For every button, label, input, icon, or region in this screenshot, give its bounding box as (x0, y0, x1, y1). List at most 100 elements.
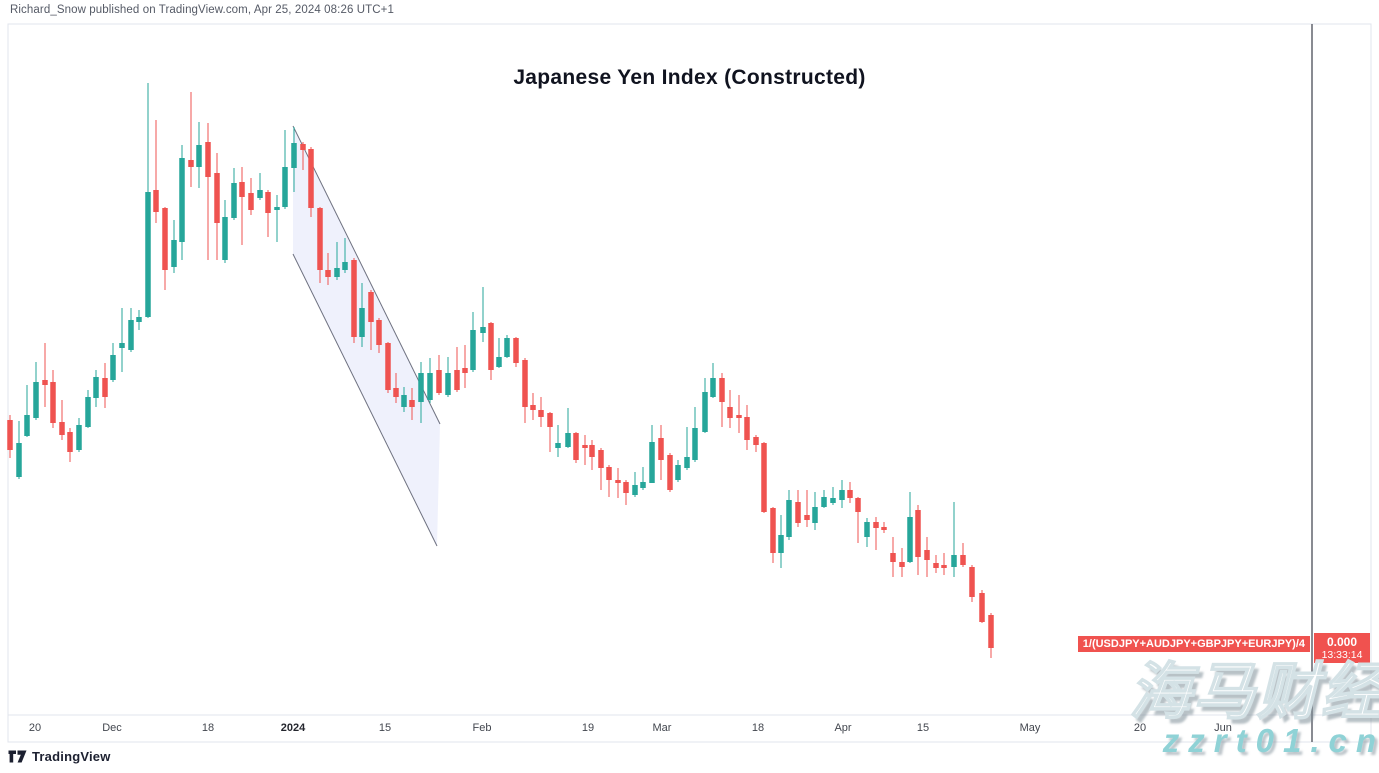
candle-body (24, 415, 30, 436)
candle-body (847, 490, 853, 498)
time-axis-label: Apr (834, 722, 852, 734)
candle-body (16, 443, 22, 477)
candle-body (205, 142, 211, 177)
candle-body (530, 405, 536, 410)
candle-body (753, 437, 759, 445)
time-axis-label: Mar (652, 722, 672, 734)
candle-body (786, 500, 792, 537)
time-axis-label: 15 (378, 722, 392, 734)
candle-body (873, 522, 879, 528)
candle-body (899, 562, 905, 567)
candle-body (231, 183, 237, 218)
candle-body (565, 433, 571, 447)
candle-body (59, 422, 65, 435)
candle-body (436, 370, 442, 393)
candle-body (589, 445, 595, 457)
time-axis-label: 20 (1133, 722, 1147, 734)
candle-body (667, 455, 673, 490)
candle-body (351, 260, 357, 337)
candle-body (941, 565, 947, 568)
candle-body (300, 144, 306, 150)
candle-body (93, 377, 99, 398)
candle-body (342, 262, 348, 270)
candle-body (42, 380, 48, 385)
candle-body (409, 400, 415, 407)
candle-body (979, 593, 985, 622)
candle-body (675, 465, 681, 480)
candle-body (573, 433, 579, 460)
candle-body (214, 173, 220, 223)
candle-body (702, 392, 708, 432)
candle-body (770, 508, 776, 553)
candle-body (317, 208, 323, 270)
candle-body (538, 410, 544, 417)
candle-body (445, 373, 451, 395)
candle-body (368, 292, 374, 322)
candle-body (710, 378, 716, 397)
candle-body (265, 192, 271, 213)
candle-body (812, 507, 818, 523)
candle-body (744, 417, 750, 440)
candle-body (470, 330, 476, 370)
channel-fill (293, 126, 440, 546)
candle-body (598, 450, 604, 468)
candle-body (555, 443, 561, 448)
candle-body (951, 555, 957, 567)
candle-body (623, 482, 629, 493)
tradingview-logo-link[interactable]: TradingView (8, 749, 111, 764)
candle-body (504, 338, 510, 357)
candle-body (427, 373, 433, 400)
candle-body (136, 317, 142, 322)
candle-body (239, 182, 245, 197)
plot-border (7, 23, 1372, 743)
time-axis-label: 20 (28, 722, 42, 734)
candle-body (632, 485, 638, 495)
candle-body (162, 208, 168, 270)
candle-body (222, 217, 228, 260)
time-axis-label: 19 (581, 722, 595, 734)
candle-body (778, 535, 784, 553)
candle-body (145, 192, 151, 317)
candle-body (334, 268, 340, 277)
candle-body (462, 368, 468, 373)
candle-body (839, 490, 845, 500)
candle-body (393, 388, 399, 397)
time-axis-label: 18 (751, 722, 765, 734)
candle-body (795, 502, 801, 523)
chart-title: Japanese Yen Index (Constructed) (513, 66, 866, 89)
candle-body (804, 515, 810, 520)
candle-body (179, 158, 185, 242)
candle-body (359, 308, 365, 337)
candle-body (988, 615, 994, 648)
candle-body (960, 555, 966, 565)
candle-body (513, 338, 519, 363)
last-price-value: 0.000 (1326, 635, 1358, 649)
candle-body (376, 320, 382, 345)
candle-body (401, 395, 407, 407)
candle-body (547, 413, 553, 427)
candle-body (606, 467, 612, 480)
candle-body (684, 457, 690, 468)
candle-body (480, 327, 486, 333)
candle-body (719, 378, 725, 402)
tradingview-logo-icon (8, 750, 27, 763)
candle-body (881, 527, 887, 530)
candle-body (649, 442, 655, 483)
candle-body (890, 553, 896, 562)
candle-body (915, 510, 921, 557)
attribution-text: Richard_Snow published on TradingView.co… (10, 4, 394, 16)
candle-body (67, 432, 73, 452)
candle-body (110, 355, 116, 380)
candle-body (171, 240, 177, 267)
time-axis-label: May (1019, 722, 1041, 734)
candle-body (907, 517, 913, 562)
candle-body (119, 343, 125, 348)
candle-body (85, 397, 91, 427)
time-axis-label: 15 (916, 722, 930, 734)
last-price-box: 0.000 13:33:14 (1314, 633, 1370, 663)
candle-body (615, 480, 621, 483)
candle-body (640, 482, 646, 488)
candle-body (522, 360, 528, 407)
